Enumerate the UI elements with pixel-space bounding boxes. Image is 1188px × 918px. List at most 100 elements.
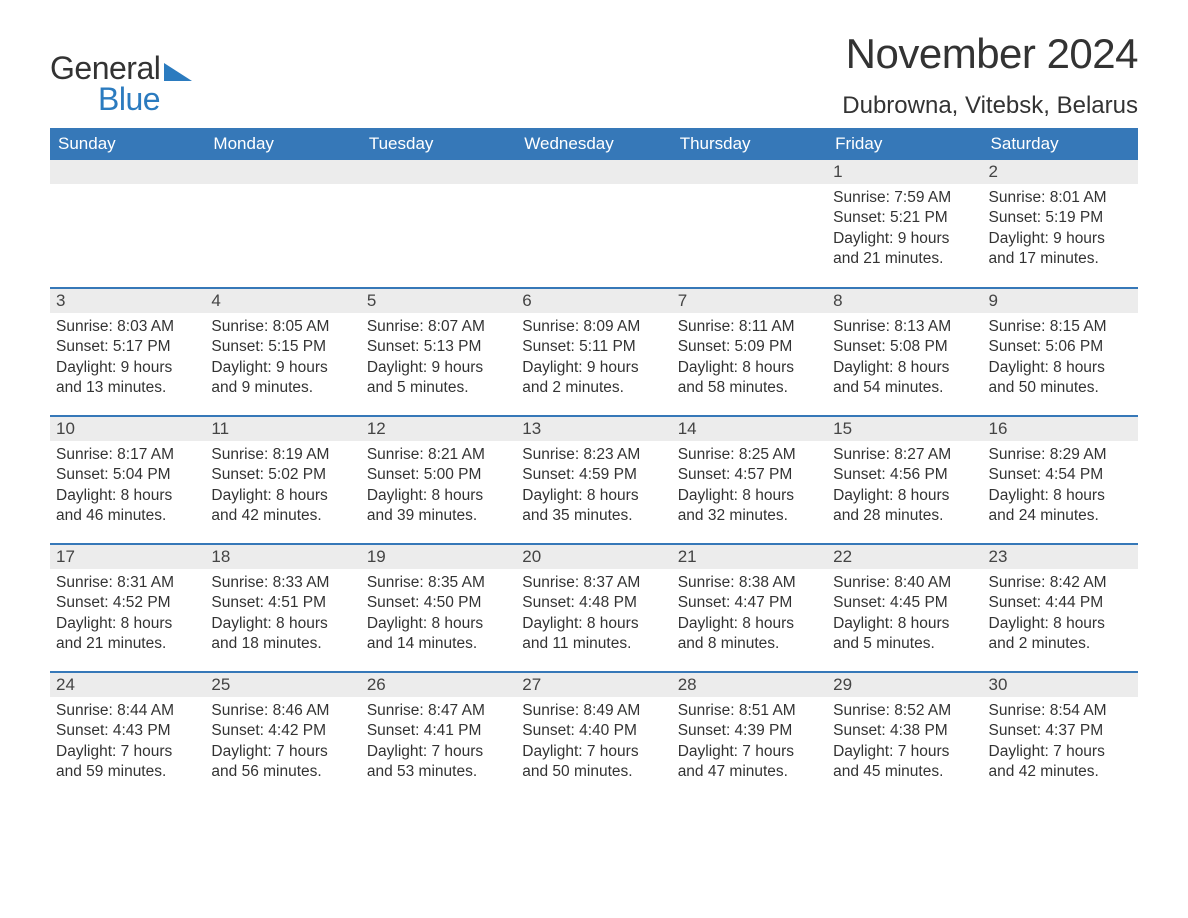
day-sunset: Sunset: 4:59 PM: [522, 465, 665, 485]
day-sunset: Sunset: 4:44 PM: [989, 593, 1132, 613]
day-content: Sunrise: 8:42 AMSunset: 4:44 PMDaylight:…: [983, 569, 1138, 661]
day-number: 4: [205, 289, 360, 313]
day-sunrise: Sunrise: 8:17 AM: [56, 445, 199, 465]
day-sunrise: Sunrise: 8:15 AM: [989, 317, 1132, 337]
day-sunrise: Sunrise: 8:05 AM: [211, 317, 354, 337]
day-sunrise: Sunrise: 8:35 AM: [367, 573, 510, 593]
day-content: Sunrise: 8:29 AMSunset: 4:54 PMDaylight:…: [983, 441, 1138, 533]
day-content: Sunrise: 8:09 AMSunset: 5:11 PMDaylight:…: [516, 313, 671, 405]
calendar-body: 1Sunrise: 7:59 AMSunset: 5:21 PMDaylight…: [50, 160, 1138, 800]
day-number: 22: [827, 545, 982, 569]
calendar-day-cell: [361, 160, 516, 288]
day-number-empty: [361, 160, 516, 184]
day-content: Sunrise: 8:49 AMSunset: 4:40 PMDaylight:…: [516, 697, 671, 789]
calendar-day-cell: 12Sunrise: 8:21 AMSunset: 5:00 PMDayligh…: [361, 416, 516, 544]
day-sunrise: Sunrise: 8:33 AM: [211, 573, 354, 593]
day-daylight1: Daylight: 9 hours: [833, 229, 976, 249]
day-sunrise: Sunrise: 8:51 AM: [678, 701, 821, 721]
day-daylight2: and 42 minutes.: [989, 762, 1132, 782]
calendar-day-cell: 2Sunrise: 8:01 AMSunset: 5:19 PMDaylight…: [983, 160, 1138, 288]
day-sunset: Sunset: 4:39 PM: [678, 721, 821, 741]
day-sunrise: Sunrise: 8:37 AM: [522, 573, 665, 593]
calendar-day-cell: 25Sunrise: 8:46 AMSunset: 4:42 PMDayligh…: [205, 672, 360, 800]
day-daylight2: and 50 minutes.: [522, 762, 665, 782]
calendar-day-cell: 11Sunrise: 8:19 AMSunset: 5:02 PMDayligh…: [205, 416, 360, 544]
day-sunrise: Sunrise: 8:47 AM: [367, 701, 510, 721]
col-monday: Monday: [205, 128, 360, 160]
day-content: Sunrise: 8:07 AMSunset: 5:13 PMDaylight:…: [361, 313, 516, 405]
day-daylight2: and 2 minutes.: [522, 378, 665, 398]
day-sunset: Sunset: 4:52 PM: [56, 593, 199, 613]
day-daylight1: Daylight: 9 hours: [989, 229, 1132, 249]
calendar-day-cell: 5Sunrise: 8:07 AMSunset: 5:13 PMDaylight…: [361, 288, 516, 416]
day-content: Sunrise: 8:05 AMSunset: 5:15 PMDaylight:…: [205, 313, 360, 405]
day-sunrise: Sunrise: 8:19 AM: [211, 445, 354, 465]
day-daylight1: Daylight: 7 hours: [989, 742, 1132, 762]
day-daylight2: and 9 minutes.: [211, 378, 354, 398]
day-number: 12: [361, 417, 516, 441]
day-sunrise: Sunrise: 8:38 AM: [678, 573, 821, 593]
calendar-table: Sunday Monday Tuesday Wednesday Thursday…: [50, 128, 1138, 800]
day-content: Sunrise: 8:11 AMSunset: 5:09 PMDaylight:…: [672, 313, 827, 405]
day-content: Sunrise: 8:03 AMSunset: 5:17 PMDaylight:…: [50, 313, 205, 405]
calendar-day-cell: [205, 160, 360, 288]
day-sunset: Sunset: 5:21 PM: [833, 208, 976, 228]
day-content: Sunrise: 8:37 AMSunset: 4:48 PMDaylight:…: [516, 569, 671, 661]
day-daylight1: Daylight: 8 hours: [56, 614, 199, 634]
day-number-empty: [50, 160, 205, 184]
day-daylight2: and 8 minutes.: [678, 634, 821, 654]
day-sunset: Sunset: 5:13 PM: [367, 337, 510, 357]
day-number: 29: [827, 673, 982, 697]
day-daylight1: Daylight: 8 hours: [833, 486, 976, 506]
calendar-week-row: 1Sunrise: 7:59 AMSunset: 5:21 PMDaylight…: [50, 160, 1138, 288]
calendar-day-cell: 29Sunrise: 8:52 AMSunset: 4:38 PMDayligh…: [827, 672, 982, 800]
day-sunset: Sunset: 4:41 PM: [367, 721, 510, 741]
day-daylight1: Daylight: 8 hours: [367, 486, 510, 506]
day-number: 26: [361, 673, 516, 697]
day-sunrise: Sunrise: 8:03 AM: [56, 317, 199, 337]
day-daylight2: and 35 minutes.: [522, 506, 665, 526]
calendar-day-cell: 13Sunrise: 8:23 AMSunset: 4:59 PMDayligh…: [516, 416, 671, 544]
day-daylight2: and 45 minutes.: [833, 762, 976, 782]
day-daylight2: and 18 minutes.: [211, 634, 354, 654]
day-daylight1: Daylight: 8 hours: [833, 358, 976, 378]
col-thursday: Thursday: [672, 128, 827, 160]
day-sunrise: Sunrise: 8:21 AM: [367, 445, 510, 465]
day-number: 19: [361, 545, 516, 569]
day-daylight1: Daylight: 9 hours: [522, 358, 665, 378]
day-content: Sunrise: 8:19 AMSunset: 5:02 PMDaylight:…: [205, 441, 360, 533]
day-daylight2: and 21 minutes.: [833, 249, 976, 269]
day-sunrise: Sunrise: 8:40 AM: [833, 573, 976, 593]
month-title: November 2024: [842, 30, 1138, 78]
day-daylight2: and 39 minutes.: [367, 506, 510, 526]
day-daylight1: Daylight: 8 hours: [211, 486, 354, 506]
day-daylight2: and 14 minutes.: [367, 634, 510, 654]
day-sunset: Sunset: 5:08 PM: [833, 337, 976, 357]
day-daylight2: and 13 minutes.: [56, 378, 199, 398]
day-sunset: Sunset: 4:40 PM: [522, 721, 665, 741]
day-daylight1: Daylight: 9 hours: [211, 358, 354, 378]
calendar-day-cell: 20Sunrise: 8:37 AMSunset: 4:48 PMDayligh…: [516, 544, 671, 672]
calendar-day-cell: 7Sunrise: 8:11 AMSunset: 5:09 PMDaylight…: [672, 288, 827, 416]
day-sunset: Sunset: 5:15 PM: [211, 337, 354, 357]
day-content: Sunrise: 8:27 AMSunset: 4:56 PMDaylight:…: [827, 441, 982, 533]
col-wednesday: Wednesday: [516, 128, 671, 160]
day-number: 28: [672, 673, 827, 697]
day-daylight1: Daylight: 7 hours: [211, 742, 354, 762]
day-number: 17: [50, 545, 205, 569]
day-number: 25: [205, 673, 360, 697]
day-number-empty: [672, 160, 827, 184]
day-number: 11: [205, 417, 360, 441]
day-content: Sunrise: 8:21 AMSunset: 5:00 PMDaylight:…: [361, 441, 516, 533]
calendar-week-row: 10Sunrise: 8:17 AMSunset: 5:04 PMDayligh…: [50, 416, 1138, 544]
day-number: 15: [827, 417, 982, 441]
weekday-header-row: Sunday Monday Tuesday Wednesday Thursday…: [50, 128, 1138, 160]
day-daylight2: and 59 minutes.: [56, 762, 199, 782]
day-number: 18: [205, 545, 360, 569]
day-number: 5: [361, 289, 516, 313]
day-number: 3: [50, 289, 205, 313]
day-sunset: Sunset: 4:50 PM: [367, 593, 510, 613]
day-daylight1: Daylight: 8 hours: [678, 358, 821, 378]
day-daylight1: Daylight: 8 hours: [522, 486, 665, 506]
day-sunrise: Sunrise: 8:27 AM: [833, 445, 976, 465]
